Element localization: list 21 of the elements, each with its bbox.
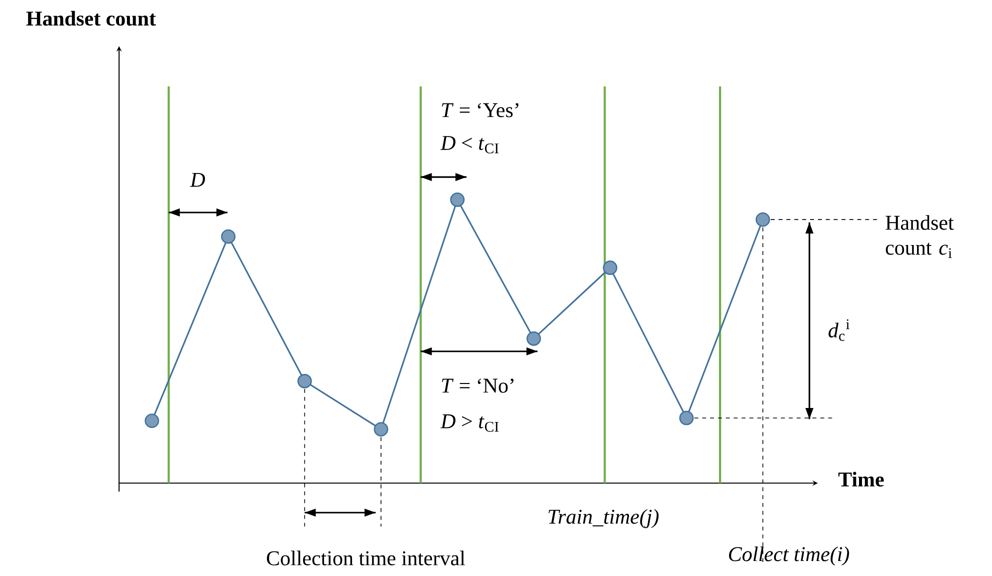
annotation: T = ‘No’ xyxy=(442,378,514,393)
text: d$_{c}$i xyxy=(828,319,850,341)
text: Train_time(j) xyxy=(548,509,659,528)
text: D xyxy=(190,173,205,187)
point xyxy=(526,332,541,346)
point xyxy=(144,414,160,428)
text: D < t$_{CI}$ xyxy=(440,136,499,154)
text: Handset count xyxy=(26,11,156,26)
point xyxy=(679,410,694,426)
point xyxy=(297,374,312,388)
text: Collection time interval xyxy=(266,550,466,566)
point xyxy=(450,192,465,208)
point xyxy=(221,229,236,244)
annotation: D > t$_{CI}$ xyxy=(440,414,499,432)
point xyxy=(374,422,388,437)
point xyxy=(602,260,618,276)
text: Handset count c$_{i}$ xyxy=(886,215,954,258)
text: Collect time(i) xyxy=(729,546,850,566)
point xyxy=(756,212,770,227)
text: T = ‘Yes’ xyxy=(442,103,518,118)
x-axis-title: Time xyxy=(838,472,884,487)
